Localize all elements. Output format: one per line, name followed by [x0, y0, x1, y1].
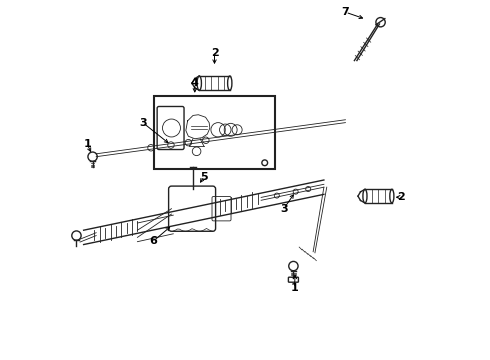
Text: 2: 2 — [211, 48, 219, 58]
Text: 3: 3 — [139, 118, 147, 128]
Text: 4: 4 — [191, 78, 199, 88]
Text: 1: 1 — [83, 139, 91, 149]
Text: 2: 2 — [397, 192, 405, 202]
Text: 6: 6 — [149, 236, 157, 246]
Text: 5: 5 — [200, 172, 208, 182]
Text: 7: 7 — [342, 7, 349, 17]
Text: 3: 3 — [280, 204, 288, 214]
Bar — [153, 96, 275, 169]
Text: 1: 1 — [291, 283, 298, 293]
